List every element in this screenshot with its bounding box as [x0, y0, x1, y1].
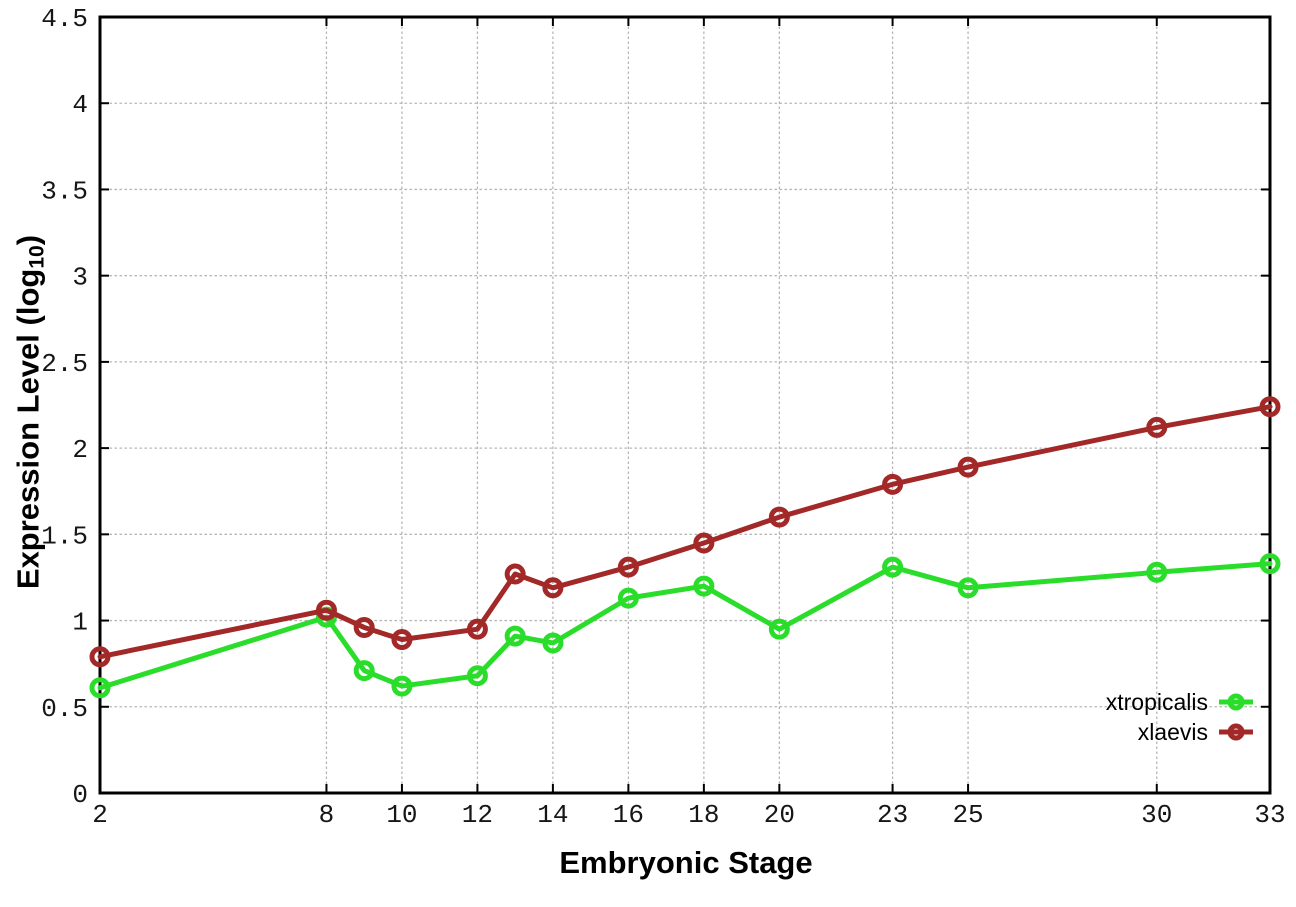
x-tick-label: 25	[952, 800, 983, 830]
data-point-xlaevis	[391, 629, 413, 651]
data-point-xlaevis	[1146, 416, 1168, 438]
data-point-xtropicalis	[882, 556, 904, 578]
data-point-xtropicalis	[617, 587, 639, 609]
y-tick-label: 4.5	[41, 4, 88, 34]
y-axis-title-subscript: 10	[25, 245, 49, 269]
x-tick-label: 23	[877, 800, 908, 830]
x-tick-label: 16	[613, 800, 644, 830]
data-point-xtropicalis	[353, 660, 375, 682]
x-axis-title: Embryonic Stage	[559, 845, 813, 880]
data-point-xtropicalis	[542, 632, 564, 654]
x-tick-label: 18	[688, 800, 719, 830]
y-tick-label: 1	[72, 608, 88, 638]
y-tick-label: 1.5	[41, 521, 88, 551]
legend-item-xlaevis: xlaevis	[1106, 717, 1253, 747]
legend-line-circle-icon	[1219, 721, 1253, 743]
data-point-xtropicalis	[89, 677, 111, 699]
chart-legend: xtropicalis xlaevis	[1106, 687, 1253, 747]
x-tick-label: 20	[764, 800, 795, 830]
series-line-xtropicalis	[97, 561, 1273, 691]
y-tick-label: 2.5	[41, 349, 88, 379]
data-point-xlaevis	[617, 556, 639, 578]
data-point-xlaevis	[504, 563, 526, 585]
data-point-xlaevis	[768, 506, 790, 528]
legend-label: xtropicalis	[1105, 688, 1208, 715]
data-point-xlaevis	[882, 473, 904, 495]
data-point-xtropicalis	[504, 625, 526, 647]
data-point-xtropicalis	[1146, 561, 1168, 583]
x-tick-label: 33	[1254, 800, 1285, 830]
x-tick-label: 8	[319, 800, 335, 830]
y-tick-label: 0.5	[41, 694, 88, 724]
x-tick-label: 2	[92, 800, 108, 830]
plot-border	[98, 15, 1272, 795]
data-point-xtropicalis	[957, 577, 979, 599]
x-tick-label: 10	[386, 800, 417, 830]
data-point-xlaevis	[315, 599, 337, 621]
series-line-xlaevis	[97, 404, 1273, 660]
y-axis-title-end: )	[10, 234, 46, 246]
data-point-xtropicalis	[1259, 553, 1281, 575]
data-point-xlaevis	[466, 618, 488, 640]
data-point-xlaevis	[353, 616, 375, 638]
data-point-xlaevis	[957, 456, 979, 478]
x-tick-label: 12	[462, 800, 493, 830]
legend-line-circle-icon	[1219, 691, 1253, 713]
data-point-xtropicalis	[768, 618, 790, 640]
y-tick-label: 3	[72, 263, 88, 293]
x-tick-label: 14	[537, 800, 568, 830]
data-point-xlaevis	[89, 646, 111, 668]
legend-label: xlaevis	[1137, 718, 1208, 745]
data-point-xlaevis	[542, 577, 564, 599]
data-point-xtropicalis	[391, 675, 413, 697]
y-axis-title: Expression Level (log10)	[10, 235, 49, 589]
y-tick-label: 0	[72, 780, 88, 810]
y-tick-label: 2	[72, 435, 88, 465]
data-point-xtropicalis	[466, 665, 488, 687]
y-axis-title-main: Expression Level (log	[10, 268, 46, 590]
y-tick-label: 4	[72, 90, 88, 120]
data-point-xlaevis	[693, 532, 715, 554]
data-point-xtropicalis	[693, 575, 715, 597]
x-tick-label: 30	[1141, 800, 1172, 830]
y-tick-label: 3.5	[41, 176, 88, 206]
data-point-xlaevis	[1259, 396, 1281, 418]
legend-item-xtropicalis: xtropicalis	[1106, 687, 1253, 717]
